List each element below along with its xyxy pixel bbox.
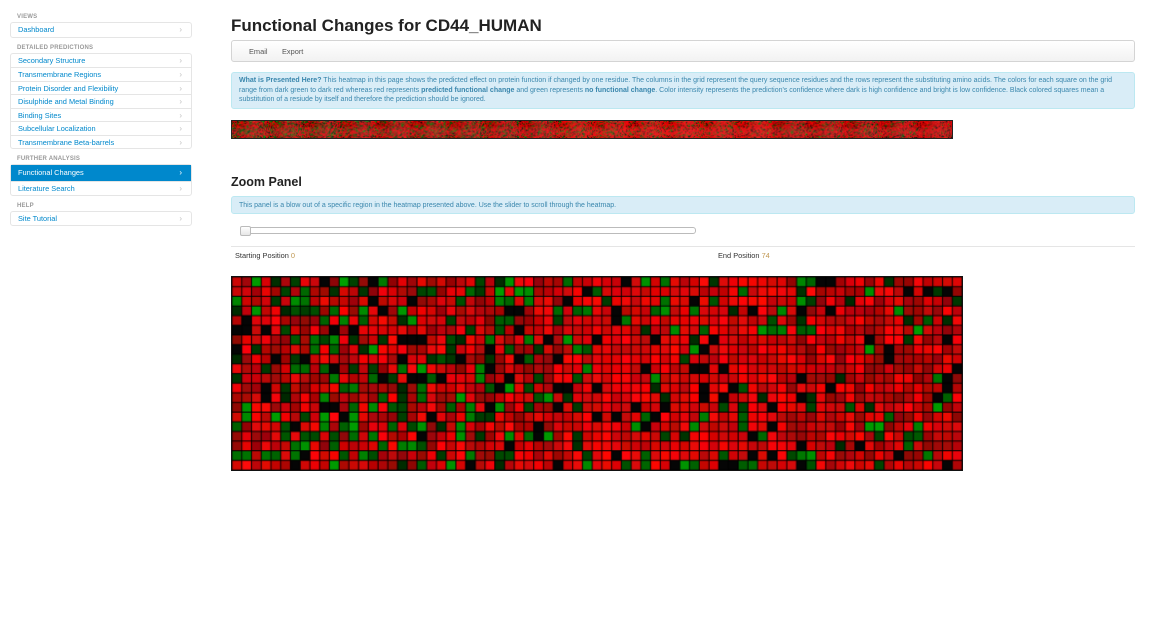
- slider-handle[interactable]: [240, 226, 251, 236]
- sidebar-item-label: Transmembrane Regions: [18, 70, 102, 79]
- info-heading: What is Presented Here?: [239, 77, 322, 84]
- chevron-right-icon: ›: [179, 184, 182, 193]
- export-button[interactable]: Export: [282, 47, 304, 56]
- nav-list: Functional Changes › Literature Search ›: [10, 164, 192, 196]
- sidebar-item-disulphide-and-metal-binding[interactable]: Disulphide and Metal Binding ›: [11, 94, 191, 108]
- sidebar-item-subcellular-localization[interactable]: Subcellular Localization ›: [11, 121, 191, 135]
- info-text: This heatmap in this page shows the pred…: [239, 77, 1113, 94]
- sidebar-item-label: Transmembrane Beta-barrels: [18, 137, 115, 147]
- chevron-right-icon: ›: [179, 97, 182, 106]
- sidebar-item-secondary-structure[interactable]: Secondary Structure ›: [11, 54, 191, 68]
- zoom-info-alert: This panel is a blow out of a specific r…: [231, 196, 1135, 214]
- start-position: Starting Position 0: [235, 251, 295, 260]
- end-position-value: 74: [761, 251, 770, 260]
- info-alert: What is Presented Here? This heatmap in …: [231, 72, 1135, 109]
- nav-list: Secondary Structure › Transmembrane Region…: [10, 52, 192, 149]
- page-title: Functional Changes for CD44_HUMAN: [231, 16, 542, 35]
- info-text: and green represents: [514, 86, 585, 94]
- info-bold-red: predicted functional change: [421, 86, 515, 94]
- sidebar-item-label: Binding Sites: [18, 110, 62, 120]
- chevron-right-icon: ›: [179, 124, 182, 133]
- sidebar-item-label: Disulphide and Metal Binding: [18, 97, 114, 106]
- toolbar: Email Export: [231, 40, 1135, 62]
- sidebar-item-label: Site Tutorial: [18, 213, 58, 223]
- start-position-label: Starting Position: [235, 251, 289, 260]
- sidebar-item-binding-sites[interactable]: Binding Sites ›: [11, 107, 191, 122]
- sidebar-item-label: Secondary Structure: [18, 55, 86, 65]
- chevron-right-icon: ›: [179, 25, 182, 34]
- chevron-right-icon: ›: [179, 83, 182, 93]
- nav-list: Site Tutorial ›: [10, 210, 192, 226]
- zoom-panel-title: Zoom Panel: [231, 175, 302, 189]
- start-position-value: 0: [290, 251, 296, 260]
- sidebar-item-site-tutorial[interactable]: Site Tutorial ›: [11, 212, 191, 226]
- nav-header: HELP: [17, 202, 34, 209]
- sidebar-item-transmembrane-regions[interactable]: Transmembrane Regions ›: [11, 67, 191, 81]
- sidebar-item-label: Subcellular Localization: [18, 124, 96, 133]
- sidebar-item-transmembrane-beta-barrels[interactable]: Transmembrane Beta-barrels ›: [11, 134, 191, 149]
- info-bold-green: no functional change: [584, 86, 656, 94]
- chevron-right-icon: ›: [179, 213, 182, 223]
- end-position: End Position 74: [718, 251, 770, 260]
- position-slider[interactable]: [240, 226, 696, 236]
- end-position-label: End Position: [718, 251, 760, 260]
- overview-heatmap[interactable]: [231, 120, 953, 139]
- email-button[interactable]: Email: [249, 47, 268, 56]
- nav-header: FURTHER ANALYSIS: [17, 156, 81, 162]
- chevron-right-icon: ›: [179, 55, 182, 65]
- sidebar-item-label: Dashboard: [18, 25, 55, 34]
- nav-list: Dashboard ›: [10, 22, 192, 38]
- sidebar-item-label: Functional Changes: [18, 168, 84, 177]
- info-text: . Color intensity represents the predict…: [239, 86, 1105, 104]
- sidebar-item-label: Literature Search: [18, 184, 75, 193]
- sidebar-nav: VIEWS Dashboard › DETAILED PREDICTIONS Secon…: [10, 12, 192, 226]
- sidebar-item-dashboard[interactable]: Dashboard ›: [11, 23, 191, 37]
- nav-header: DETAILED PREDICTIONS: [17, 44, 94, 51]
- chevron-right-icon: ›: [179, 110, 182, 120]
- chevron-right-icon: ›: [179, 168, 182, 177]
- divider: [231, 246, 1135, 247]
- chevron-right-icon: ›: [179, 70, 182, 79]
- nav-header: VIEWS: [17, 14, 38, 20]
- zoom-heatmap[interactable]: [231, 276, 963, 471]
- sidebar-item-literature-search[interactable]: Literature Search ›: [11, 181, 191, 195]
- sidebar-item-protein-disorder-and-flexibility[interactable]: Protein Disorder and Flexibility ›: [11, 80, 191, 95]
- chevron-right-icon: ›: [179, 137, 182, 147]
- sidebar-item-functional-changes[interactable]: Functional Changes ›: [11, 165, 191, 181]
- sidebar-item-label: Protein Disorder and Flexibility: [18, 83, 119, 93]
